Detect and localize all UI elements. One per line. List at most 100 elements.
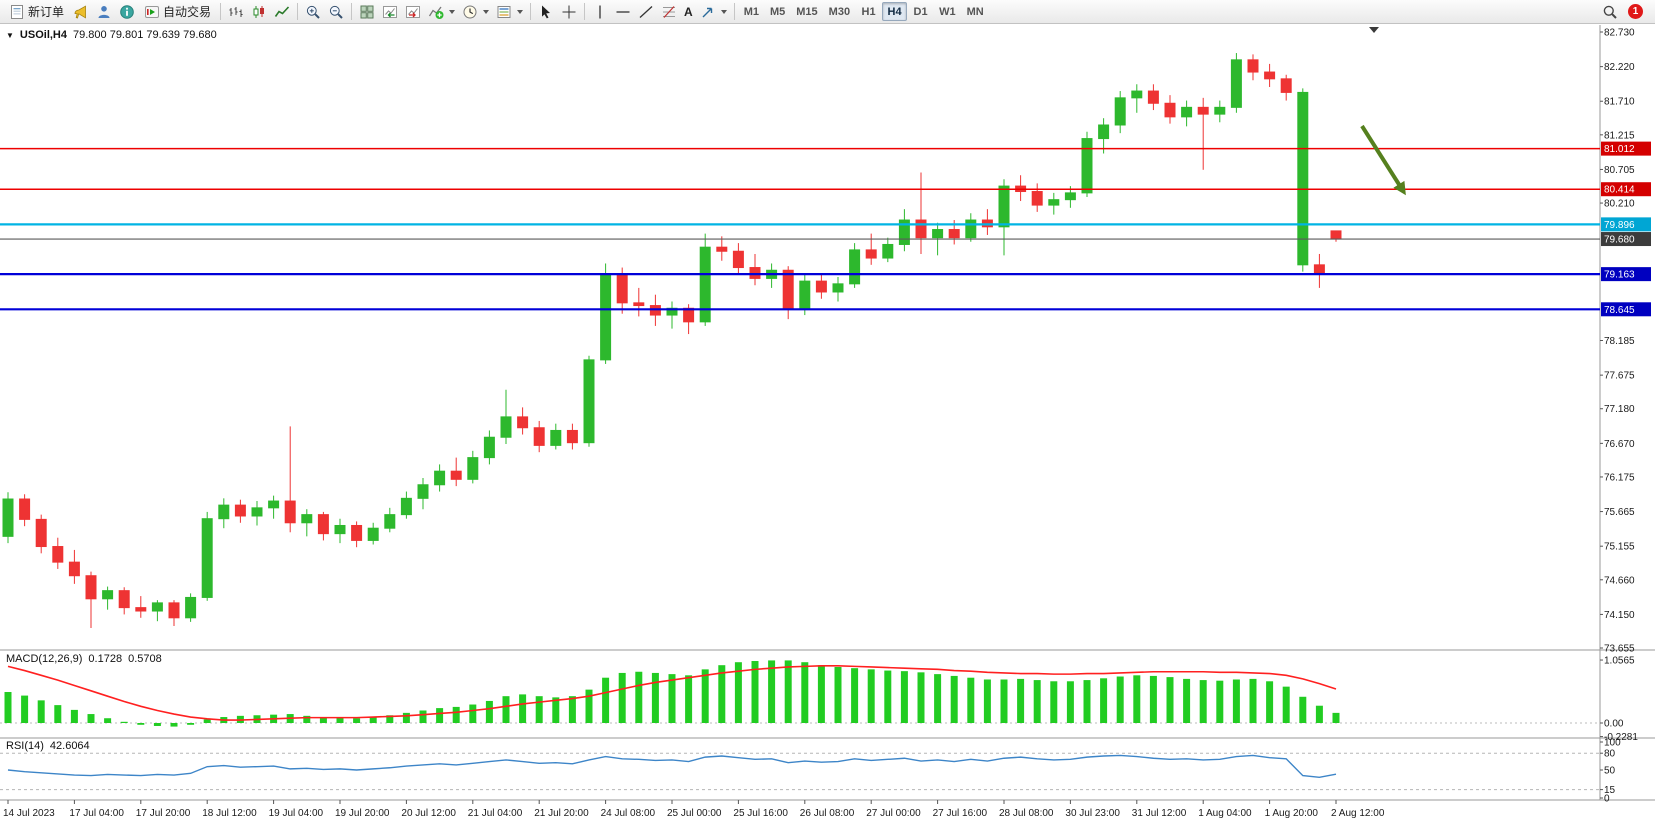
svg-text:75.155: 75.155 xyxy=(1604,542,1635,553)
timeframe-m5-button[interactable]: M5 xyxy=(765,2,790,21)
macd-name: MACD(12,26,9) xyxy=(6,653,83,665)
svg-text:77.675: 77.675 xyxy=(1604,371,1635,382)
line-chart-icon xyxy=(274,5,290,17)
horn-icon xyxy=(74,5,86,19)
chart-title: ▼ USOil,H4 79.800 79.801 79.639 79.680 xyxy=(6,29,217,41)
horn-button[interactable] xyxy=(70,1,92,22)
arrows-tool-button[interactable] xyxy=(697,1,730,22)
timeframe-h1-button[interactable]: H1 xyxy=(856,2,881,21)
svg-text:82.220: 82.220 xyxy=(1604,62,1635,73)
zoom-in-button[interactable] xyxy=(302,1,324,22)
svg-text:25 Jul 00:00: 25 Jul 00:00 xyxy=(667,808,722,819)
templates-icon xyxy=(497,5,511,18)
dropdown-caret-icon xyxy=(449,9,456,14)
time-axis[interactable] xyxy=(0,800,1600,833)
fibonacci-icon xyxy=(663,5,676,18)
svg-text:1 Aug 04:00: 1 Aug 04:00 xyxy=(1198,808,1252,819)
trendline-tool-button[interactable] xyxy=(635,1,657,22)
grid-button[interactable] xyxy=(356,1,378,22)
timeframe-h4-button[interactable]: H4 xyxy=(882,2,908,21)
svg-text:26 Jul 08:00: 26 Jul 08:00 xyxy=(800,808,855,819)
svg-text:80.705: 80.705 xyxy=(1604,165,1635,176)
svg-text:28 Jul 08:00: 28 Jul 08:00 xyxy=(999,808,1054,819)
bar-chart-icon xyxy=(229,6,243,17)
svg-text:15: 15 xyxy=(1604,785,1616,796)
crosshair-tool-button[interactable] xyxy=(558,1,580,22)
user-icon xyxy=(98,5,110,18)
svg-text:30 Jul 23:00: 30 Jul 23:00 xyxy=(1065,808,1120,819)
timeframe-m15-button[interactable]: M15 xyxy=(791,2,822,21)
cursor-tool-button[interactable] xyxy=(535,1,557,22)
collapse-icon[interactable]: ▼ xyxy=(6,30,14,40)
separator xyxy=(584,3,586,20)
svg-text:24 Jul 08:00: 24 Jul 08:00 xyxy=(601,808,656,819)
separator xyxy=(351,3,353,20)
svg-text:100: 100 xyxy=(1604,738,1621,749)
trendline-icon xyxy=(639,5,653,18)
autotrading-label: 自动交易 xyxy=(163,5,212,19)
timeframe-w1-button[interactable]: W1 xyxy=(934,2,961,21)
svg-text:21 Jul 20:00: 21 Jul 20:00 xyxy=(534,808,589,819)
vertical-line-tool-button[interactable] xyxy=(589,1,611,22)
indicators-icon xyxy=(428,6,444,19)
new-order-button[interactable]: 新订单 xyxy=(4,1,69,22)
timeframe-m30-button[interactable]: M30 xyxy=(824,2,855,21)
dropdown-caret-icon xyxy=(517,9,524,14)
svg-text:17 Jul 04:00: 17 Jul 04:00 xyxy=(69,808,124,819)
clock-icon xyxy=(463,5,477,18)
line-chart-mode-button[interactable] xyxy=(271,1,293,22)
dropdown-caret-icon xyxy=(483,9,490,14)
svg-text:74.660: 74.660 xyxy=(1604,575,1635,586)
timeframe-mn-button[interactable]: MN xyxy=(962,2,989,21)
timeframe-d1-button[interactable]: D1 xyxy=(908,2,933,21)
svg-text:-0.2281: -0.2281 xyxy=(1604,732,1638,743)
svg-text:79.163: 79.163 xyxy=(1604,270,1635,281)
horizontal-line-tool-button[interactable] xyxy=(612,1,634,22)
svg-text:19 Jul 04:00: 19 Jul 04:00 xyxy=(269,808,324,819)
candlestick-mode-button[interactable] xyxy=(248,1,270,22)
svg-text:81.215: 81.215 xyxy=(1604,130,1635,141)
horizontal-line-icon xyxy=(616,10,630,13)
separator xyxy=(733,3,735,20)
svg-text:81.012: 81.012 xyxy=(1604,144,1635,155)
search-button[interactable] xyxy=(1599,1,1621,22)
candlestick-chart-icon xyxy=(253,5,265,18)
macd-value-2: 0.5708 xyxy=(128,653,162,665)
ohlc-quote: 79.800 79.801 79.639 79.680 xyxy=(73,29,217,41)
zoom-in-icon xyxy=(306,5,320,19)
svg-text:79.896: 79.896 xyxy=(1604,220,1635,231)
svg-text:78.185: 78.185 xyxy=(1604,336,1635,347)
arrow-tool-icon xyxy=(702,7,712,17)
svg-text:76.175: 76.175 xyxy=(1604,472,1635,483)
svg-text:31 Jul 12:00: 31 Jul 12:00 xyxy=(1132,808,1187,819)
navigator-button[interactable] xyxy=(93,1,115,22)
svg-text:50: 50 xyxy=(1604,766,1616,777)
templates-button[interactable] xyxy=(493,1,526,22)
svg-text:19 Jul 20:00: 19 Jul 20:00 xyxy=(335,808,390,819)
svg-text:80.210: 80.210 xyxy=(1604,199,1635,210)
autotrading-icon xyxy=(145,5,160,18)
svg-text:75.665: 75.665 xyxy=(1604,507,1635,518)
symbol-period-label: USOil,H4 xyxy=(19,29,67,41)
crosshair-icon xyxy=(562,5,576,18)
separator xyxy=(220,3,222,20)
chart-shift-button[interactable] xyxy=(402,1,424,22)
cursor-icon xyxy=(542,5,551,18)
bar-chart-mode-button[interactable] xyxy=(225,1,247,22)
info-button[interactable] xyxy=(116,1,138,22)
svg-text:17 Jul 20:00: 17 Jul 20:00 xyxy=(136,808,191,819)
text-tool-button[interactable]: A xyxy=(681,1,696,22)
autotrading-button[interactable]: 自动交易 xyxy=(139,1,216,22)
grid-icon xyxy=(360,5,374,18)
periods-button[interactable] xyxy=(459,1,492,22)
chart-shift-icon xyxy=(406,5,421,18)
price-axis[interactable] xyxy=(1600,24,1655,800)
zoom-out-button[interactable] xyxy=(325,1,347,22)
auto-scroll-button[interactable] xyxy=(379,1,401,22)
notification-badge[interactable]: 1 xyxy=(1628,4,1643,19)
fibonacci-tool-button[interactable] xyxy=(658,1,680,22)
indicators-button[interactable] xyxy=(425,1,458,22)
timeframe-m1-button[interactable]: M1 xyxy=(739,2,764,21)
svg-text:2 Aug 12:00: 2 Aug 12:00 xyxy=(1331,808,1385,819)
